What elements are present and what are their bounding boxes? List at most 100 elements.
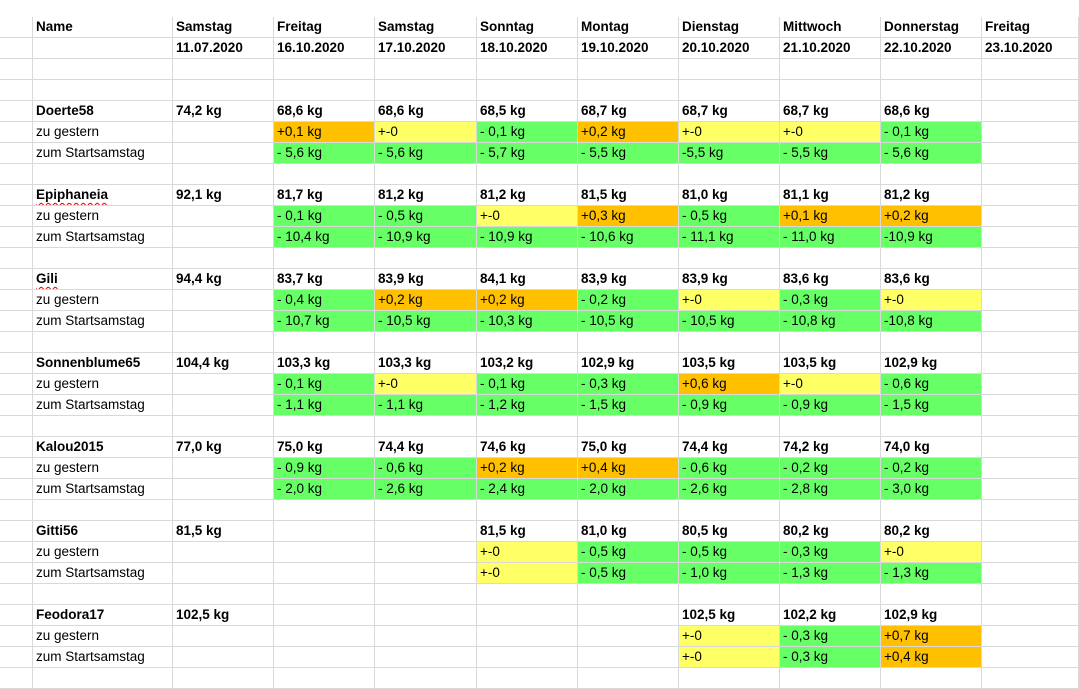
label-zu-gestern[interactable]: zu gestern xyxy=(33,374,173,395)
diff-start[interactable]: - 1,2 kg xyxy=(477,395,578,416)
diff-start[interactable]: - 2,0 kg xyxy=(274,479,375,500)
empty-cell[interactable] xyxy=(33,668,173,689)
empty-cell[interactable] xyxy=(173,311,274,332)
weight-value[interactable]: 81,5 kg xyxy=(477,521,578,542)
empty-cell[interactable] xyxy=(780,416,881,437)
weight-value[interactable]: 68,7 kg xyxy=(679,101,780,122)
diff-yesterday[interactable] xyxy=(274,542,375,563)
header-day[interactable]: Montag xyxy=(578,17,679,38)
person-name[interactable]: Gitti56 xyxy=(33,521,173,542)
empty-cell[interactable] xyxy=(679,164,780,185)
empty-cell[interactable] xyxy=(0,353,33,374)
empty-cell[interactable] xyxy=(780,332,881,353)
empty-cell[interactable] xyxy=(274,584,375,605)
empty-cell[interactable] xyxy=(881,584,982,605)
diff-start[interactable]: - 2,6 kg xyxy=(679,479,780,500)
empty-cell[interactable] xyxy=(0,248,33,269)
empty-cell[interactable] xyxy=(375,500,477,521)
empty-cell[interactable] xyxy=(578,80,679,101)
diff-start[interactable]: - 1,1 kg xyxy=(274,395,375,416)
weight-value[interactable] xyxy=(982,605,1079,626)
diff-yesterday[interactable] xyxy=(982,458,1079,479)
empty-cell[interactable] xyxy=(780,59,881,80)
empty-cell[interactable] xyxy=(173,332,274,353)
empty-cell[interactable] xyxy=(375,668,477,689)
empty-cell[interactable] xyxy=(375,416,477,437)
empty-cell[interactable] xyxy=(477,584,578,605)
weight-value[interactable]: 68,6 kg xyxy=(274,101,375,122)
diff-yesterday[interactable] xyxy=(982,122,1079,143)
diff-start[interactable]: - 2,6 kg xyxy=(375,479,477,500)
diff-start[interactable]: - 2,0 kg xyxy=(578,479,679,500)
diff-yesterday[interactable]: - 0,9 kg xyxy=(274,458,375,479)
empty-cell[interactable] xyxy=(0,332,33,353)
weight-value[interactable]: 83,7 kg xyxy=(274,269,375,290)
weight-value[interactable] xyxy=(982,269,1079,290)
diff-yesterday[interactable]: +0,2 kg xyxy=(477,290,578,311)
diff-start[interactable]: - 10,6 kg xyxy=(578,227,679,248)
empty-cell[interactable] xyxy=(780,500,881,521)
empty-cell[interactable] xyxy=(0,80,33,101)
weight-value[interactable] xyxy=(274,521,375,542)
diff-start[interactable]: - 2,8 kg xyxy=(780,479,881,500)
label-zu-gestern[interactable]: zu gestern xyxy=(33,290,173,311)
empty-cell[interactable] xyxy=(173,668,274,689)
empty-cell[interactable] xyxy=(173,227,274,248)
empty-cell[interactable] xyxy=(0,122,33,143)
diff-yesterday[interactable]: +0,2 kg xyxy=(578,122,679,143)
diff-yesterday[interactable]: +0,2 kg xyxy=(477,458,578,479)
diff-start[interactable] xyxy=(982,479,1079,500)
empty-cell[interactable] xyxy=(780,248,881,269)
empty-cell[interactable] xyxy=(173,458,274,479)
weight-value[interactable]: 81,2 kg xyxy=(375,185,477,206)
header-day[interactable]: Donnerstag xyxy=(881,17,982,38)
diff-yesterday[interactable]: +-0 xyxy=(679,626,780,647)
empty-cell[interactable] xyxy=(173,59,274,80)
diff-yesterday[interactable] xyxy=(982,626,1079,647)
weight-value[interactable]: 81,0 kg xyxy=(578,521,679,542)
empty-cell[interactable] xyxy=(274,59,375,80)
diff-start[interactable]: - 11,1 kg xyxy=(679,227,780,248)
header-date[interactable]: 20.10.2020 xyxy=(679,38,780,59)
diff-start[interactable] xyxy=(274,647,375,668)
diff-start[interactable]: -10,9 kg xyxy=(881,227,982,248)
empty-cell[interactable] xyxy=(0,563,33,584)
weight-value[interactable]: 68,7 kg xyxy=(780,101,881,122)
diff-start[interactable]: - 0,3 kg xyxy=(780,647,881,668)
empty-cell[interactable] xyxy=(679,668,780,689)
diff-start[interactable] xyxy=(982,647,1079,668)
empty-cell[interactable] xyxy=(881,416,982,437)
empty-cell[interactable] xyxy=(578,500,679,521)
diff-yesterday[interactable]: +0,3 kg xyxy=(578,206,679,227)
empty-cell[interactable] xyxy=(0,143,33,164)
diff-yesterday[interactable]: - 0,5 kg xyxy=(375,206,477,227)
empty-cell[interactable] xyxy=(881,59,982,80)
label-zum-startsamstag[interactable]: zum Startsamstag xyxy=(33,395,173,416)
empty-cell[interactable] xyxy=(274,332,375,353)
diff-start[interactable]: - 5,6 kg xyxy=(881,143,982,164)
diff-start[interactable]: - 1,5 kg xyxy=(881,395,982,416)
empty-cell[interactable] xyxy=(881,164,982,185)
diff-yesterday[interactable] xyxy=(578,626,679,647)
empty-cell[interactable] xyxy=(375,584,477,605)
empty-cell[interactable] xyxy=(0,38,33,59)
header-date[interactable]: 19.10.2020 xyxy=(578,38,679,59)
diff-yesterday[interactable]: +0,6 kg xyxy=(679,374,780,395)
header-date[interactable]: 16.10.2020 xyxy=(274,38,375,59)
header-name[interactable]: Name xyxy=(33,17,173,38)
diff-start[interactable]: - 5,7 kg xyxy=(477,143,578,164)
empty-cell[interactable] xyxy=(0,605,33,626)
empty-cell[interactable] xyxy=(0,227,33,248)
header-day[interactable]: Samstag xyxy=(375,17,477,38)
diff-yesterday[interactable]: - 0,4 kg xyxy=(274,290,375,311)
weight-value[interactable]: 74,0 kg xyxy=(881,437,982,458)
weight-value[interactable]: 68,5 kg xyxy=(477,101,578,122)
weight-value[interactable]: 83,9 kg xyxy=(679,269,780,290)
header-date[interactable]: 17.10.2020 xyxy=(375,38,477,59)
empty-cell[interactable] xyxy=(679,59,780,80)
weight-value[interactable]: 102,9 kg xyxy=(578,353,679,374)
weight-value[interactable]: 74,4 kg xyxy=(679,437,780,458)
label-zu-gestern[interactable]: zu gestern xyxy=(33,542,173,563)
diff-start[interactable]: - 0,9 kg xyxy=(780,395,881,416)
weight-value[interactable] xyxy=(982,101,1079,122)
